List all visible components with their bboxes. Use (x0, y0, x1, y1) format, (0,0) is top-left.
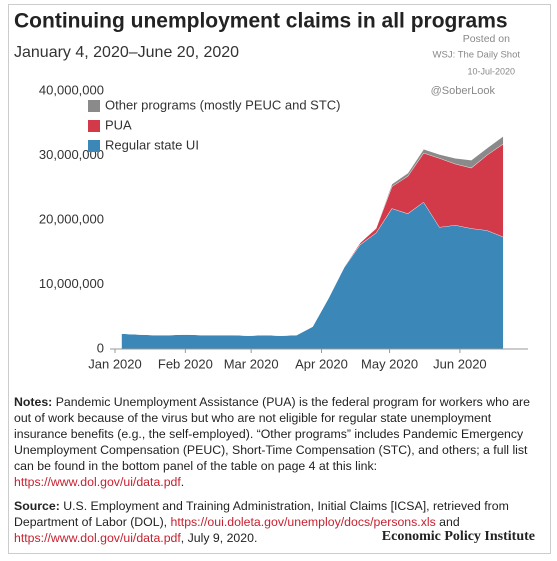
y-tick-label: 10,000,000 (39, 276, 104, 291)
legend-label: Regular state UI (105, 137, 199, 152)
area (121, 143, 504, 336)
watermark: WSJ: The Daily Shot (433, 50, 521, 61)
chart-subtitle: January 4, 2020–June 20, 2020 (14, 44, 239, 61)
x-tick-label: May 2020 (361, 356, 418, 371)
watermark: @SoberLook (431, 85, 496, 97)
source-text: and (439, 515, 460, 529)
chart-title: Continuing unemployment claims in all pr… (14, 10, 508, 33)
notes-text: Pandemic Unemployment Assistance (PUA) i… (14, 395, 530, 473)
source-paragraph: Source: U.S. Employment and Training Adm… (14, 498, 544, 546)
source-end: , July 9, 2020. (180, 531, 258, 545)
area-edge (121, 135, 504, 336)
source-text: U.S. Employment and Training Administrat… (14, 499, 509, 529)
legend-swatch (88, 100, 100, 112)
x-tick-label: Apr 2020 (295, 356, 348, 371)
x-tick-label: Jan 2020 (88, 356, 142, 371)
source-label: Source: (14, 499, 60, 513)
notes: Notes: Pandemic Unemployment Assistance … (14, 394, 544, 554)
link[interactable]: https://www.dol.gov/ui/data.pdf (14, 475, 181, 489)
x-tick-label: Jun 2020 (433, 356, 487, 371)
link[interactable]: https://www.dol.gov/ui/data.pdf (14, 531, 181, 545)
credit: Economic Policy Institute (381, 529, 535, 544)
y-tick-label: 0 (97, 340, 104, 355)
link[interactable]: https://oui.doleta.gov/unemploy/docs/per… (170, 515, 436, 529)
legend-label: PUA (105, 117, 132, 132)
y-tick-label: 30,000,000 (39, 147, 104, 162)
area (121, 201, 504, 349)
x-tick-label: Feb 2020 (158, 356, 213, 371)
legend-swatch (88, 140, 100, 152)
watermark: Posted on (463, 33, 510, 45)
notes-label: Notes: (14, 395, 53, 409)
notes-end: . (180, 475, 185, 489)
x-tick-label: Mar 2020 (224, 356, 279, 371)
y-tick-label: 20,000,000 (39, 211, 104, 226)
watermark: 10-Jul-2020 (467, 66, 515, 76)
chart: Continuing unemployment claims in all pr… (14, 10, 528, 371)
y-tick-label: 40,000,000 (39, 82, 104, 97)
frame (8, 4, 551, 554)
legend-label: Other programs (mostly PEUC and STC) (105, 97, 341, 112)
notes-paragraph: Notes: Pandemic Unemployment Assistance … (14, 394, 544, 490)
legend-swatch (88, 120, 100, 132)
